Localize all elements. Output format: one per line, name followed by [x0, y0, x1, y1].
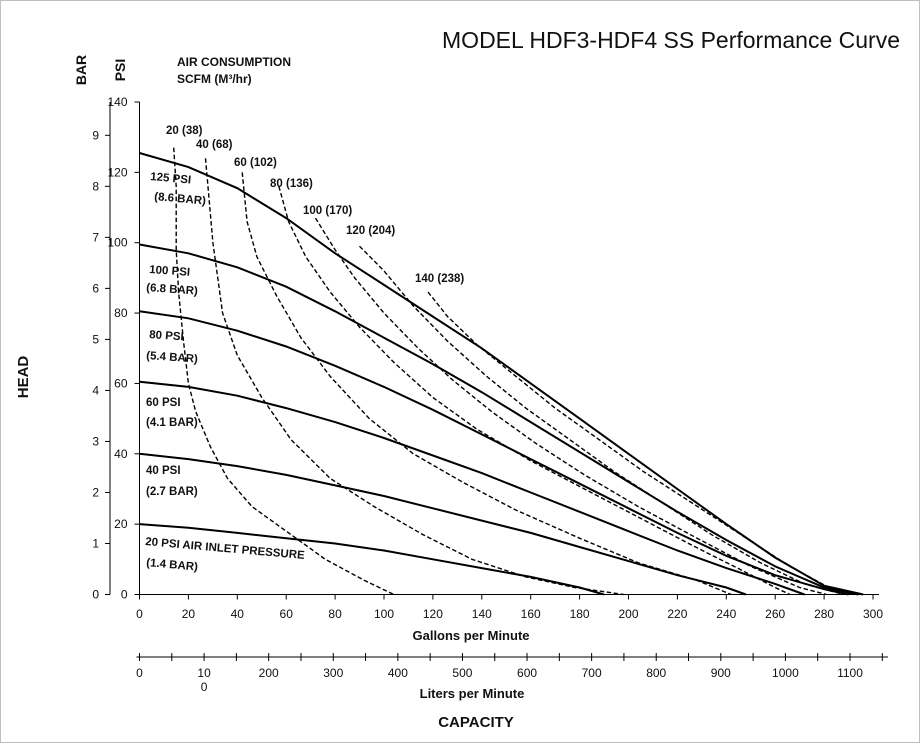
air-curve-label: 100 (170) — [303, 205, 352, 217]
air-curve-label: 20 (38) — [166, 125, 203, 137]
y-tick-label: 60 — [114, 376, 128, 390]
x-tick-label: 0 — [136, 607, 143, 621]
bar-tick-label: 1 — [92, 536, 99, 550]
x-tick-label: 140 — [472, 607, 492, 621]
y-tick-label: 40 — [114, 447, 128, 461]
capacity-title: CAPACITY — [438, 714, 514, 731]
air-curve-label: 140 (238) — [415, 273, 464, 285]
bar-tick-label: 8 — [92, 179, 99, 193]
air-consumption-curve — [241, 172, 732, 596]
pressure-curve-label: 60 PSI — [146, 397, 181, 409]
chart-title: MODEL HDF3-HDF4 SS Performance Curve — [442, 27, 900, 53]
air-consumption-header: AIR CONSUMPTION — [177, 55, 291, 69]
y-tick-label: 20 — [114, 517, 128, 531]
y-tick-label: 80 — [114, 306, 128, 320]
pressure-curve-sublabel: (2.7 BAR) — [146, 486, 198, 498]
x-tick-label: 100 — [374, 607, 394, 621]
bar-tick-label: 9 — [92, 128, 99, 142]
lpm-tick-label: 10 — [197, 666, 211, 680]
curve-labels: 20 (38) 40 (68)60 (102) 80 (136) 100 (170) 1… — [145, 125, 465, 574]
lpm-tick-label: 700 — [582, 666, 602, 680]
pressure-curve — [139, 452, 747, 596]
lpm-tick-label: 0 — [201, 680, 208, 694]
air-consumption-curve — [173, 147, 395, 596]
pressure-curve-label: 40 PSI — [146, 465, 181, 477]
x-tick-label: 160 — [521, 607, 541, 621]
lpm-tick-label: 500 — [452, 666, 472, 680]
lpm-tick-label: 600 — [517, 666, 537, 680]
bar-tick-label: 4 — [92, 383, 99, 397]
lpm-tick-label: 400 — [388, 666, 408, 680]
x-tick-label: 180 — [570, 607, 590, 621]
x-tick-label: 260 — [765, 607, 785, 621]
x-tick-label: 220 — [667, 607, 687, 621]
x-tick-label: 120 — [423, 607, 443, 621]
bar-tick-label: 2 — [92, 485, 99, 499]
y-axis-title: HEAD — [15, 356, 32, 399]
air-consumption-curve — [359, 245, 844, 596]
y-tick-label: 140 — [107, 95, 127, 109]
x-tick-label: 40 — [231, 607, 245, 621]
bar-axis-label: BAR — [73, 55, 89, 85]
pressure-curve-sublabel: (4.1 BAR) — [146, 417, 198, 429]
lpm-tick-label: 200 — [259, 666, 279, 680]
x-tick-label: 240 — [716, 607, 736, 621]
air-curve-label: 60 (102) — [234, 157, 277, 169]
psi-axis-label: PSI — [112, 59, 128, 82]
bar-tick-label: 6 — [92, 281, 99, 295]
bar-tick-label: 5 — [92, 332, 99, 346]
lpm-tick-label: 800 — [646, 666, 666, 680]
air-consumption-units: SCFM (M³/hr) — [177, 72, 252, 86]
pressure-curve — [139, 523, 605, 596]
pressure-curve-label: 125 PSI — [150, 171, 192, 187]
y-tick-label: 0 — [121, 588, 128, 602]
pressure-curve — [139, 152, 864, 596]
x-tick-label: 60 — [280, 607, 294, 621]
pressure-curve-sublabel: (5.4 BAR) — [146, 350, 199, 366]
x-tick-label: 200 — [618, 607, 638, 621]
bar-tick-label: 3 — [92, 434, 99, 448]
air-curve-label: 80 (136) — [270, 178, 313, 190]
air-curve-label: 120 (204) — [346, 225, 395, 237]
y-tick-label: 120 — [107, 165, 127, 179]
x-tick-label: 20 — [182, 607, 196, 621]
pressure-curve-label: 80 PSI — [149, 329, 184, 343]
x2-axis-title: Liters per Minute — [420, 686, 525, 701]
pressure-curve-label: 100 PSI — [149, 264, 191, 279]
pressure-curve — [139, 243, 859, 596]
pressure-curves — [139, 152, 864, 596]
lpm-tick-label: 1100 — [837, 666, 863, 680]
lpm-tick-label: 1000 — [772, 666, 799, 680]
lpm-tick-label: 900 — [711, 666, 731, 680]
x-tick-label: 280 — [814, 607, 834, 621]
lpm-tick-label: 0 — [136, 666, 143, 680]
pressure-curve-sublabel: (8.6 BAR) — [154, 191, 207, 207]
pressure-curve — [139, 380, 805, 596]
bar-tick-label: 0 — [92, 588, 99, 602]
air-curve-label: 40 (68) — [196, 139, 233, 151]
pressure-curve — [139, 310, 849, 596]
x-axis-title: Gallons per Minute — [412, 628, 529, 643]
y-tick-label: 100 — [107, 236, 127, 250]
x-tick-label: 80 — [328, 607, 342, 621]
bar-tick-label: 7 — [92, 230, 99, 244]
pressure-curve-sublabel: (6.8 BAR) — [146, 282, 199, 298]
pressure-curve-sublabel: (1.4 BAR) — [146, 557, 199, 573]
x-tick-label: 300 — [863, 607, 883, 621]
lpm-tick-label: 300 — [323, 666, 343, 680]
